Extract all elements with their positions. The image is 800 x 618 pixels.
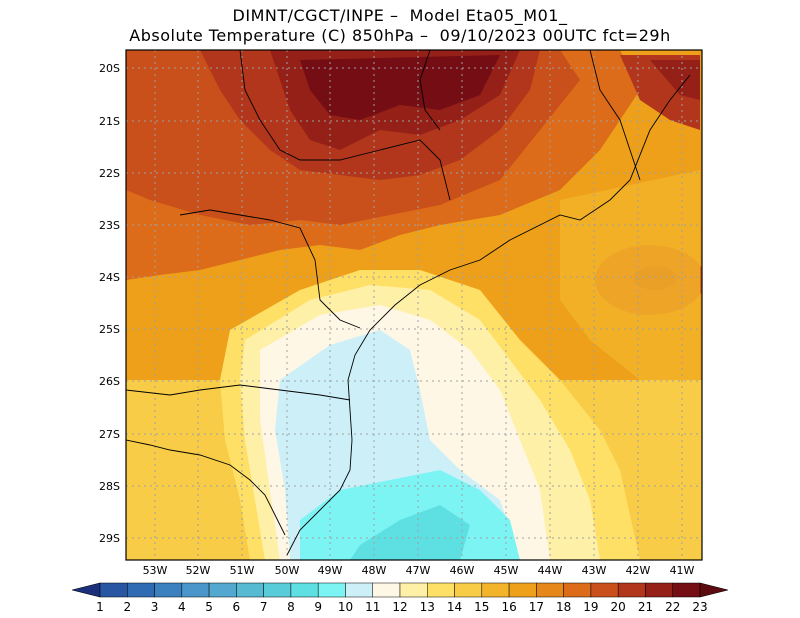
lat-tick-label: 21S (99, 115, 120, 128)
lon-tick-label: 50W (275, 564, 300, 577)
field-coldest (350, 505, 470, 560)
border-ms-sp (239, 50, 451, 201)
lat-tick-label: 24S (99, 271, 120, 284)
colorbar-swatch (536, 582, 564, 598)
colorbar-label: 15 (474, 600, 489, 614)
chart-title-line1: DIMNT/CGCT/INPE – Model Eta05_M01_ (232, 6, 568, 25)
temperature-field (126, 50, 702, 560)
colorbar-label: 17 (529, 600, 544, 614)
field-hotter-ne (650, 60, 700, 100)
colorbar-label: 1 (96, 600, 104, 614)
lon-tick-label: 51W (230, 564, 255, 577)
colorbar-swatch (590, 582, 619, 598)
colorbar-swatch (672, 582, 701, 598)
lat-tick-label: 22S (99, 167, 120, 180)
colorbar-swatch (399, 582, 428, 598)
colorbar-label: 11 (365, 600, 380, 614)
colorbar-label: 21 (638, 600, 653, 614)
lat-tick-label: 20S (99, 62, 120, 75)
lon-tick-label: 44W (538, 564, 563, 577)
lon-tick-label: 47W (406, 564, 431, 577)
colorbar-label: 23 (692, 600, 707, 614)
coastline (286, 74, 691, 556)
colorbar-swatch (317, 582, 346, 598)
lat-tick-label: 28S (99, 480, 120, 493)
colorbar-swatch (481, 582, 510, 598)
lat-tick-label: 25S (99, 323, 120, 336)
lon-tick-label: 52W (186, 564, 211, 577)
lon-tick-label: 53W (143, 564, 168, 577)
border-pr-sp (179, 209, 361, 329)
colorbar-label: 4 (178, 600, 186, 614)
colorbar-label: 8 (287, 600, 295, 614)
border-mg (419, 50, 441, 131)
colorbar-swatch (181, 582, 210, 598)
colorbar-label: 19 (583, 600, 598, 614)
border-mg-es (589, 50, 641, 181)
colorbar-swatch (454, 582, 483, 598)
field-east-warm (560, 170, 700, 380)
colorbar-label: 2 (123, 600, 131, 614)
lon-tick-label: 46W (450, 564, 475, 577)
lat-tick-label: 29S (99, 532, 120, 545)
colorbar-label: 5 (205, 600, 213, 614)
colorbar-swatch (99, 582, 128, 598)
colorbar-swatch (645, 582, 673, 598)
colorbar-swatch (290, 582, 319, 598)
colorbar-swatch (617, 582, 646, 598)
colorbar-label: 9 (314, 600, 322, 614)
lon-tick-label: 42W (626, 564, 651, 577)
chart-title-line2: Absolute Temperature (C) 850hPa – 09/10/… (129, 26, 671, 45)
colorbar-swatch (236, 582, 264, 598)
lon-tick-label: 43W (582, 564, 607, 577)
lat-axis: 20S 21S 22S 23S 24S 25S 26S 27S 28S 29S (99, 62, 120, 545)
colorbar-swatch (508, 582, 537, 598)
colorbar-label: 16 (501, 600, 516, 614)
colorbar-swatch (208, 582, 237, 598)
lon-tick-label: 48W (362, 564, 387, 577)
colorbar-swatch (345, 582, 373, 598)
border-sc-rs (126, 384, 351, 401)
lat-tick-label: 26S (99, 375, 120, 388)
lat-tick-label: 23S (99, 219, 120, 232)
colorbar-swatch (563, 582, 592, 598)
colorbar-label: 10 (338, 600, 353, 614)
colorbar-swatch (154, 582, 183, 598)
colorbar-label: 13 (420, 600, 435, 614)
lon-axis: 53W 52W 51W 50W 49W 48W 47W 46W 45W 44W … (143, 564, 695, 577)
borders (126, 50, 691, 556)
colorbar-label: 18 (556, 600, 571, 614)
graticule (126, 50, 702, 560)
colorbar-label: 20 (611, 600, 626, 614)
lat-tick-label: 27S (99, 428, 120, 441)
colorbar-swatch (427, 582, 455, 598)
colorbar-label: 12 (392, 600, 407, 614)
border-rs-west (126, 439, 286, 536)
colorbar-label: 22 (665, 600, 680, 614)
lon-tick-label: 49W (318, 564, 343, 577)
colorbar-label: 3 (151, 600, 159, 614)
map-frame (125, 49, 703, 561)
colorbar-swatch (263, 582, 292, 598)
colorbar-label: 7 (260, 600, 268, 614)
colorbar: 1 2 3 4 5 6 7 8 9 10 11 12 13 14 15 16 17 18 19 20 21 22 23 (71, 582, 729, 614)
colorbar-swatch (127, 582, 155, 598)
colorbar-label: 6 (233, 600, 241, 614)
colorbar-arrow-left (71, 582, 101, 598)
colorbar-label: 14 (447, 600, 462, 614)
lon-tick-label: 41W (670, 564, 695, 577)
colorbar-swatch (372, 582, 401, 598)
colorbar-arrow-right (699, 582, 729, 598)
lon-tick-label: 45W (494, 564, 519, 577)
field-max-core (300, 55, 500, 120)
